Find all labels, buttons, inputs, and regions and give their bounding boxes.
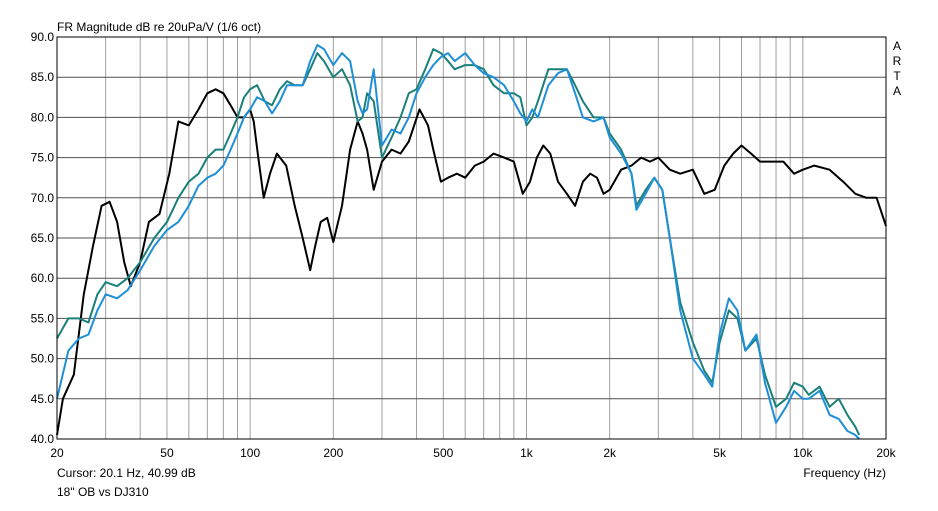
y-tick-label: 85.0 <box>31 70 55 84</box>
watermark-letter: R <box>893 54 902 68</box>
y-tick-label: 90.0 <box>31 30 55 44</box>
chart-title: FR Magnitude dB re 20uPa/V (1/6 oct) <box>57 20 261 34</box>
watermark-letter: T <box>893 69 901 83</box>
x-tick-label: 200 <box>323 446 343 460</box>
x-tick-label: 2k <box>603 446 617 460</box>
x-tick-labels: 20 50 100 200 500 1k 2k 5k 10k 20k <box>50 446 896 460</box>
cursor-readout: Cursor: 20.1 Hz, 40.99 dB <box>57 466 196 480</box>
x-axis-label: Frequency (Hz) <box>803 466 886 480</box>
y-tick-label: 60.0 <box>31 271 55 285</box>
x-tick-label: 1k <box>520 446 534 460</box>
series-line-1 <box>56 88 887 436</box>
watermark-letter: A <box>893 84 901 98</box>
watermark-letter: A <box>893 39 901 53</box>
series-line-2 <box>56 48 861 436</box>
y-tick-label: 75.0 <box>31 151 55 165</box>
y-tick-label: 50.0 <box>31 352 55 366</box>
series-line-3 <box>56 44 860 440</box>
y-tick-label: 40.0 <box>31 432 55 446</box>
plot-frame <box>56 36 887 440</box>
x-tick-label: 5k <box>713 446 727 460</box>
y-tick-label: 70.0 <box>31 191 55 205</box>
y-tick-labels: 90.0 85.0 80.0 75.0 70.0 65.0 60.0 55.0 50.0 45.0… <box>31 30 55 446</box>
x-tick-label: 20k <box>876 446 896 460</box>
y-tick-label: 80.0 <box>31 110 55 124</box>
x-tick-label: 100 <box>240 446 260 460</box>
y-tick-label: 45.0 <box>31 392 55 406</box>
x-tick-label: 20 <box>50 446 64 460</box>
series-group <box>56 44 887 440</box>
x-tick-label: 10k <box>793 446 813 460</box>
chart-caption: 18" OB vs DJ310 <box>57 485 149 499</box>
y-tick-label: 65.0 <box>31 231 55 245</box>
y-tick-label: 55.0 <box>31 311 55 325</box>
x-tick-label: 50 <box>160 446 174 460</box>
grid <box>57 37 886 439</box>
x-tick-label: 500 <box>433 446 453 460</box>
